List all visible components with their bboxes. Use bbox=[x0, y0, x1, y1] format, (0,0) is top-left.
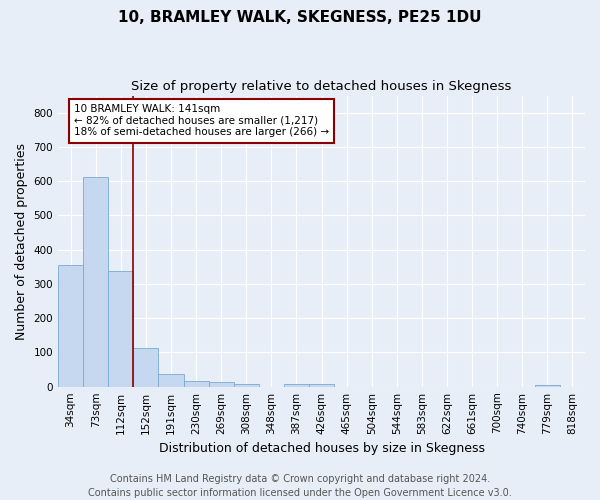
Bar bbox=[108, 271, 133, 386]
Text: 10, BRAMLEY WALK, SKEGNESS, PE25 1DU: 10, BRAMLEY WALK, SKEGNESS, PE25 1DU bbox=[118, 10, 482, 25]
Bar bbox=[233, 384, 259, 386]
Bar bbox=[133, 348, 158, 387]
Y-axis label: Number of detached properties: Number of detached properties bbox=[15, 142, 28, 340]
Bar bbox=[158, 374, 184, 386]
Bar bbox=[309, 384, 334, 386]
Text: 10 BRAMLEY WALK: 141sqm
← 82% of detached houses are smaller (1,217)
18% of semi: 10 BRAMLEY WALK: 141sqm ← 82% of detache… bbox=[74, 104, 329, 138]
Bar bbox=[58, 265, 83, 386]
X-axis label: Distribution of detached houses by size in Skegness: Distribution of detached houses by size … bbox=[158, 442, 485, 455]
Bar bbox=[184, 380, 209, 386]
Bar bbox=[284, 384, 309, 386]
Bar bbox=[83, 176, 108, 386]
Bar bbox=[535, 384, 560, 386]
Bar bbox=[209, 382, 233, 386]
Text: Contains HM Land Registry data © Crown copyright and database right 2024.
Contai: Contains HM Land Registry data © Crown c… bbox=[88, 474, 512, 498]
Title: Size of property relative to detached houses in Skegness: Size of property relative to detached ho… bbox=[131, 80, 512, 93]
